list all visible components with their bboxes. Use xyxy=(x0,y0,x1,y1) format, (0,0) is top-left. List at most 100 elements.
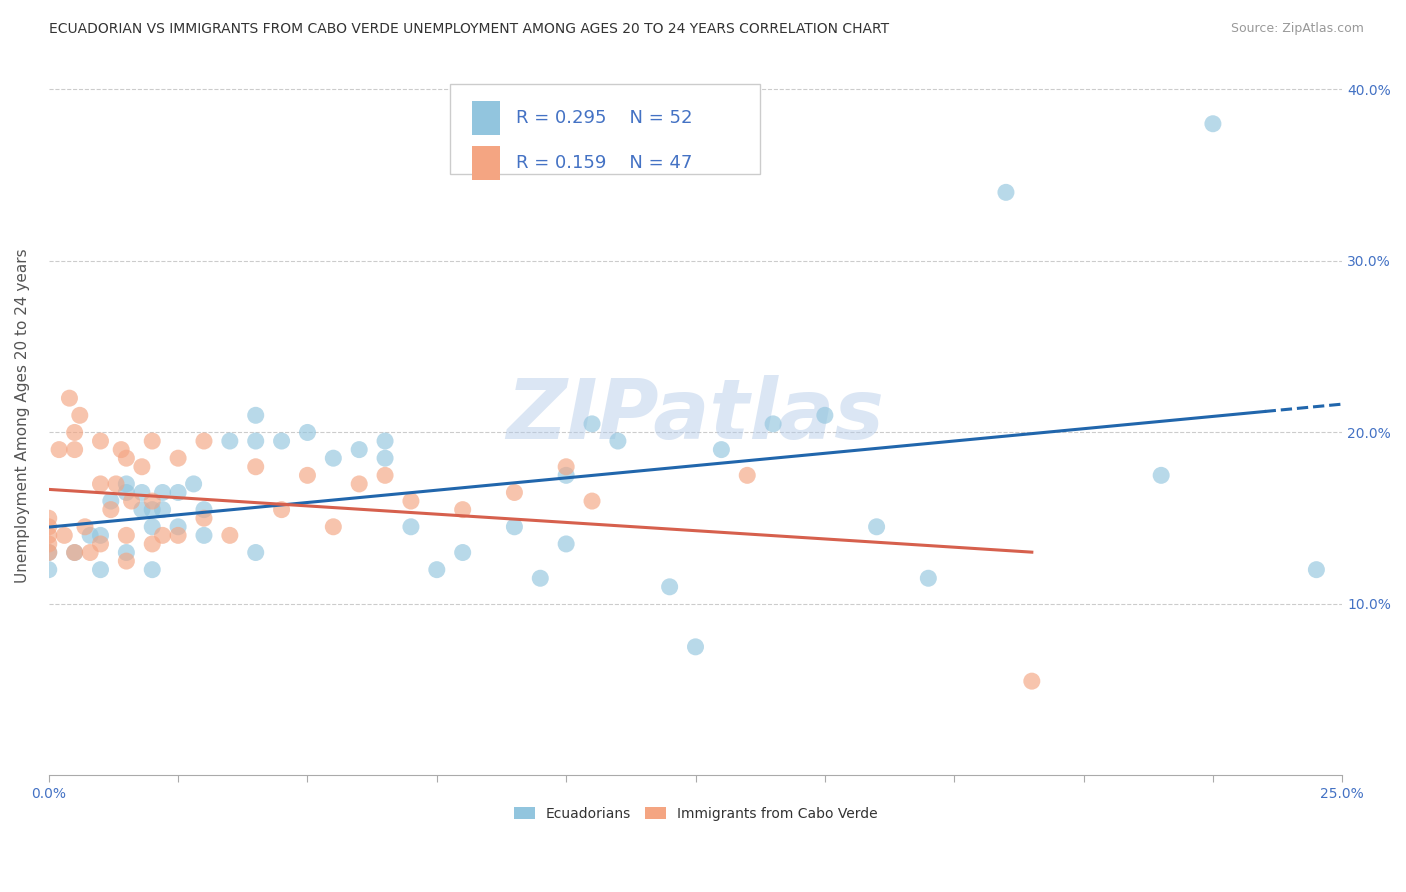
Point xyxy=(297,425,319,440)
Point xyxy=(374,451,396,466)
Point xyxy=(270,434,292,448)
Point xyxy=(347,442,370,457)
Point xyxy=(710,442,733,457)
Point xyxy=(152,528,174,542)
Point xyxy=(152,502,174,516)
Point xyxy=(555,459,578,474)
Point xyxy=(426,563,449,577)
Point xyxy=(735,468,758,483)
Point xyxy=(89,477,111,491)
Bar xyxy=(472,146,501,180)
Point xyxy=(89,528,111,542)
Point xyxy=(218,528,240,542)
Point xyxy=(38,528,60,542)
Point xyxy=(1150,468,1173,483)
Point xyxy=(115,477,138,491)
Point xyxy=(167,485,190,500)
Point xyxy=(79,545,101,559)
Point xyxy=(48,442,70,457)
Point xyxy=(79,528,101,542)
Point xyxy=(218,434,240,448)
Point xyxy=(581,417,603,431)
FancyBboxPatch shape xyxy=(450,84,761,174)
Point xyxy=(105,477,128,491)
Point xyxy=(322,520,344,534)
Point xyxy=(115,545,138,559)
Point xyxy=(658,580,681,594)
Point xyxy=(89,563,111,577)
Point xyxy=(152,485,174,500)
Point xyxy=(917,571,939,585)
Point xyxy=(399,494,422,508)
Point xyxy=(89,537,111,551)
Point xyxy=(141,520,163,534)
Text: Source: ZipAtlas.com: Source: ZipAtlas.com xyxy=(1230,22,1364,36)
Point xyxy=(38,563,60,577)
Point xyxy=(183,477,205,491)
Point xyxy=(399,520,422,534)
Text: R = 0.159    N = 47: R = 0.159 N = 47 xyxy=(516,154,692,172)
Point xyxy=(374,434,396,448)
Point xyxy=(38,537,60,551)
Point xyxy=(167,520,190,534)
Point xyxy=(555,537,578,551)
Point xyxy=(63,545,86,559)
Point xyxy=(115,451,138,466)
Point xyxy=(606,434,628,448)
Point xyxy=(38,511,60,525)
Point xyxy=(69,409,91,423)
Point xyxy=(141,434,163,448)
Point xyxy=(865,520,887,534)
Point xyxy=(297,468,319,483)
Point xyxy=(685,640,707,654)
Y-axis label: Unemployment Among Ages 20 to 24 years: Unemployment Among Ages 20 to 24 years xyxy=(15,248,30,582)
Legend: Ecuadorians, Immigrants from Cabo Verde: Ecuadorians, Immigrants from Cabo Verde xyxy=(508,801,883,826)
Point xyxy=(110,442,132,457)
Point xyxy=(63,425,86,440)
Bar xyxy=(472,101,501,135)
Point xyxy=(38,520,60,534)
Point xyxy=(141,494,163,508)
Point xyxy=(131,502,153,516)
Point xyxy=(193,434,215,448)
Point xyxy=(270,502,292,516)
Point xyxy=(53,528,76,542)
Point xyxy=(245,545,267,559)
Point xyxy=(193,511,215,525)
Point xyxy=(115,528,138,542)
Point xyxy=(167,451,190,466)
Point xyxy=(89,434,111,448)
Point xyxy=(121,494,143,508)
Point xyxy=(141,537,163,551)
Point xyxy=(58,391,80,405)
Text: R = 0.295    N = 52: R = 0.295 N = 52 xyxy=(516,109,692,127)
Point xyxy=(581,494,603,508)
Point xyxy=(451,545,474,559)
Point xyxy=(63,545,86,559)
Point xyxy=(245,409,267,423)
Point xyxy=(529,571,551,585)
Point xyxy=(131,459,153,474)
Text: ECUADORIAN VS IMMIGRANTS FROM CABO VERDE UNEMPLOYMENT AMONG AGES 20 TO 24 YEARS : ECUADORIAN VS IMMIGRANTS FROM CABO VERDE… xyxy=(49,22,890,37)
Point xyxy=(451,502,474,516)
Point xyxy=(38,545,60,559)
Point xyxy=(141,563,163,577)
Point xyxy=(347,477,370,491)
Point xyxy=(762,417,785,431)
Point xyxy=(63,442,86,457)
Point xyxy=(193,502,215,516)
Point xyxy=(1305,563,1327,577)
Point xyxy=(503,485,526,500)
Point xyxy=(115,485,138,500)
Text: ZIPatlas: ZIPatlas xyxy=(506,375,884,456)
Point xyxy=(38,545,60,559)
Point xyxy=(814,409,837,423)
Point xyxy=(141,502,163,516)
Point xyxy=(193,528,215,542)
Point xyxy=(167,528,190,542)
Point xyxy=(1202,117,1225,131)
Point xyxy=(115,554,138,568)
Point xyxy=(503,520,526,534)
Point xyxy=(555,468,578,483)
Point xyxy=(131,485,153,500)
